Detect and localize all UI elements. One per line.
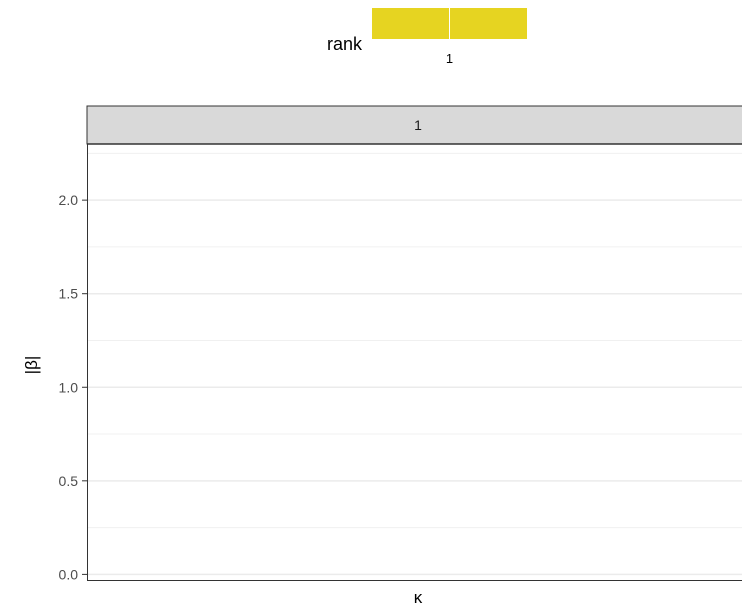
- y-tick-label: 2.0: [59, 192, 79, 208]
- legend-title: rank: [327, 34, 363, 54]
- facet-strip-label: 1: [414, 117, 422, 133]
- plot-panel: [87, 143, 742, 581]
- panel-background: [87, 144, 742, 580]
- y-axis-title: |β|: [22, 356, 41, 375]
- legend: rank 1: [327, 8, 527, 66]
- y-tick-label: 1.5: [59, 286, 79, 302]
- y-tick-label: 0.0: [59, 566, 79, 582]
- minor-gridlines: [87, 152, 742, 529]
- major-gridlines: [87, 199, 742, 576]
- y-axis-ticks: 0.0 0.5 1.0 1.5 2.0: [59, 192, 87, 582]
- y-tick-label: 0.5: [59, 473, 79, 489]
- facet-strip: 1: [86, 105, 742, 145]
- legend-tick-label: 1: [446, 51, 453, 66]
- facet-strip-background: [86, 105, 742, 145]
- y-tick-label: 1.0: [59, 379, 79, 395]
- x-axis-title: κ: [414, 588, 423, 605]
